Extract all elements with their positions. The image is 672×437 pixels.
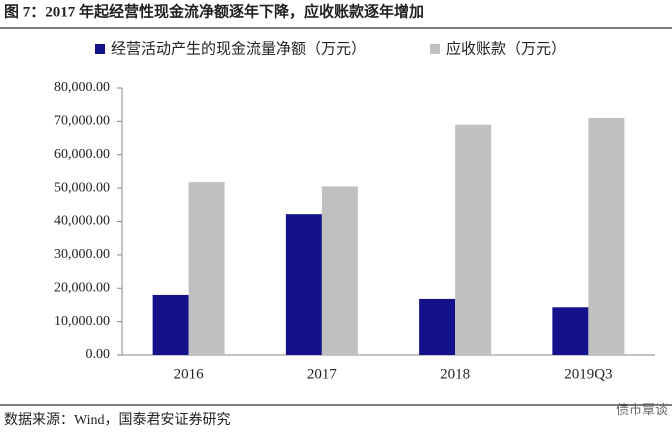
legend-label: 应收账款（万元） [446, 39, 566, 57]
bar [455, 124, 492, 356]
bar [552, 307, 589, 355]
bar [285, 214, 322, 355]
source: 数据来源：Wind，国泰君安证券研究 [4, 412, 231, 428]
y-tick-label: 60,000.00 [54, 147, 110, 162]
bar [588, 118, 625, 355]
y-tick-label: 50,000.00 [54, 180, 110, 195]
y-tick-label: 80,000.00 [54, 80, 110, 95]
bar [419, 298, 456, 355]
y-tick-label: 0.00 [86, 347, 111, 362]
legend-label: 经营活动产生的现金流量净额（万元） [111, 40, 366, 57]
bar [188, 182, 225, 355]
x-tick-label: 2019Q3 [564, 366, 612, 382]
x-tick-label: 2017 [307, 366, 338, 382]
y-tick-label: 20,000.00 [54, 280, 110, 295]
x-tick-label: 2016 [174, 366, 205, 382]
chart-title: 图 7：2017 年起经营性现金流净额逐年下降，应收账款逐年增加 [4, 2, 424, 20]
legend-swatch [430, 44, 440, 54]
watermark: 债市覃谈 [616, 402, 668, 417]
y-tick-label: 10,000.00 [54, 314, 110, 329]
y-tick-label: 30,000.00 [54, 247, 110, 262]
x-tick-label: 2018 [440, 366, 470, 382]
legend-swatch [95, 44, 105, 54]
y-tick-label: 70,000.00 [54, 114, 110, 129]
bar [152, 294, 189, 355]
bar [321, 186, 358, 355]
y-tick-label: 40,000.00 [54, 214, 110, 229]
